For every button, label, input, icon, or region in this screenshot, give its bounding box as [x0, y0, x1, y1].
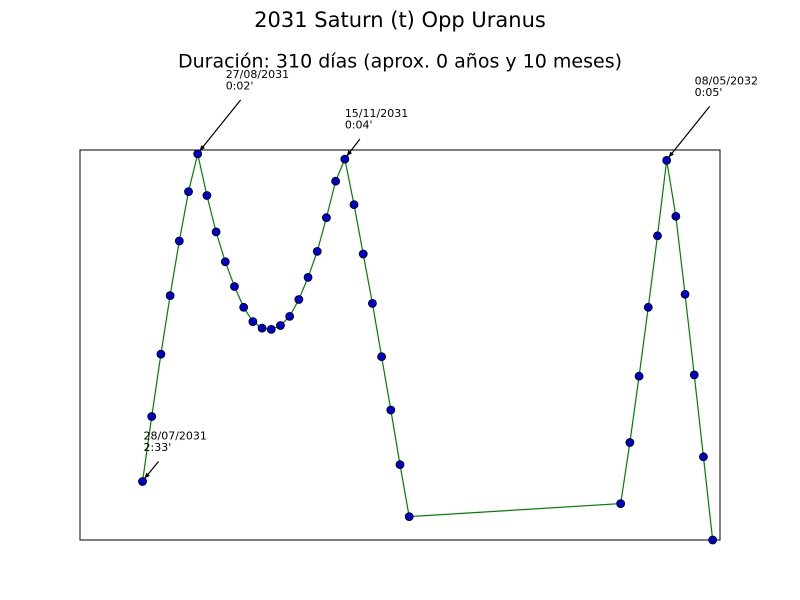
- annotation-text: 08/05/2032: [695, 74, 758, 87]
- annotation-text: 0:05': [695, 86, 723, 99]
- data-point: [386, 405, 396, 415]
- annotation-arrow: [668, 106, 711, 158]
- data-point: [266, 324, 276, 334]
- data-point: [653, 231, 662, 241]
- data-point: [708, 535, 718, 545]
- data-point: [294, 295, 304, 304]
- data-point: [377, 352, 387, 362]
- data-point: [689, 370, 699, 380]
- data-point: [340, 154, 350, 164]
- data-point: [276, 321, 285, 330]
- data-point: [671, 211, 681, 221]
- data-point: [331, 176, 341, 186]
- data-point: [699, 452, 708, 462]
- annotation-text: 28/07/2031: [144, 430, 207, 443]
- data-point: [174, 236, 184, 246]
- annotation-arrowhead: [346, 150, 353, 157]
- data-point: [257, 323, 267, 333]
- data-point: [285, 311, 295, 321]
- data-point: [211, 227, 221, 237]
- annotation-text: 15/11/2031: [345, 107, 408, 120]
- data-point: [349, 200, 359, 210]
- chart-title: 2031 Saturn (t) Opp Uranus: [254, 8, 546, 32]
- chart-subtitle: Duración: 310 días (aprox. 0 años y 10 m…: [178, 51, 622, 73]
- data-point: [395, 460, 405, 470]
- data-point: [634, 371, 644, 381]
- data-point: [643, 302, 653, 312]
- data-point: [165, 291, 175, 301]
- data-point: [138, 477, 147, 486]
- data-point: [147, 412, 157, 421]
- data-point: [368, 298, 377, 308]
- annotation-arrow: [199, 99, 242, 152]
- plot-frame: [79, 149, 721, 541]
- data-point: [239, 302, 249, 312]
- data-point: [303, 272, 313, 282]
- annotation-text: 27/08/2031: [226, 68, 289, 81]
- data-point: [220, 257, 230, 267]
- data-point: [625, 438, 635, 447]
- annotation-arrowhead: [668, 151, 674, 158]
- annotation-text: 0:04': [345, 119, 373, 132]
- annotation-arrowhead: [199, 145, 205, 151]
- annotation-arrowhead: [144, 472, 150, 479]
- annotation-text: 2:33': [144, 441, 172, 454]
- data-point: [322, 213, 331, 223]
- data-point: [404, 512, 414, 521]
- data-point: [184, 187, 193, 197]
- data-point: [662, 155, 672, 165]
- data-point: [202, 191, 212, 200]
- data-point: [616, 499, 626, 509]
- data-point: [156, 349, 166, 359]
- data-point: [248, 317, 258, 327]
- annotation-text: 0:02': [226, 79, 254, 92]
- data-point: [193, 149, 203, 159]
- data-point: [230, 282, 239, 291]
- data-point: [680, 289, 690, 299]
- data-point: [312, 246, 322, 256]
- data-point: [358, 249, 368, 259]
